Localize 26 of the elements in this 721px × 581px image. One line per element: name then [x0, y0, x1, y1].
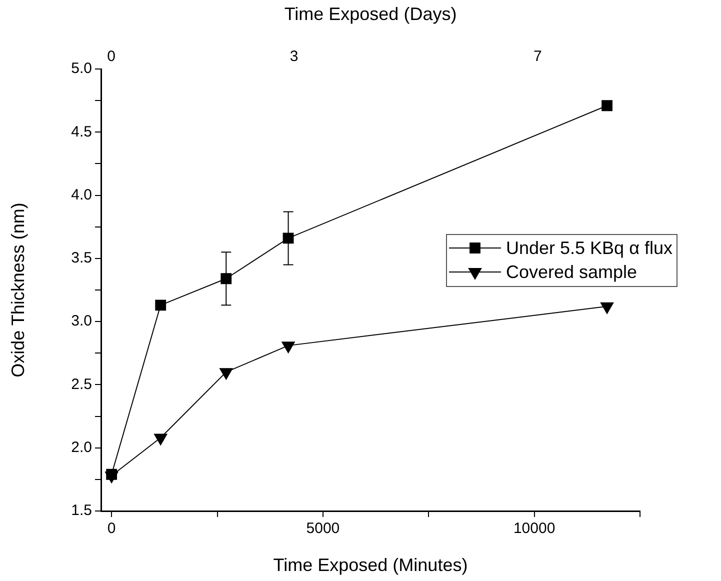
y-tick-label: 5.0 — [71, 60, 92, 78]
y-axis-title: Oxide Thickness (nm) — [8, 202, 28, 378]
y-tick-label: 1.5 — [71, 502, 92, 520]
point — [220, 273, 232, 284]
y-tick-label: 2.0 — [71, 439, 92, 456]
x-axis-title: Time Exposed (Minutes) — [273, 555, 468, 576]
point — [155, 300, 166, 311]
y-tick-label: 4.5 — [71, 123, 92, 140]
x2-axis-title: Time Exposed (Days) — [284, 4, 457, 24]
point — [600, 302, 614, 314]
y-tick-label: 3.5 — [71, 250, 92, 267]
x-tick-label: 5000 — [306, 520, 340, 538]
legend-label: Under 5.5 KBq α flux — [506, 238, 672, 258]
point — [220, 368, 233, 380]
x2-tick-label: 3 — [290, 48, 298, 66]
point — [154, 434, 168, 446]
y-tick-label: 4.0 — [71, 186, 92, 204]
x2-tick-label: 7 — [534, 48, 542, 66]
x-tick-label: 10000 — [513, 520, 556, 538]
point — [602, 100, 612, 112]
y-tick-label: 2.5 — [71, 376, 92, 393]
x2-tick-label: 0 — [107, 48, 116, 66]
y-tick-label: 3.0 — [71, 312, 92, 330]
legend-label: Covered sample — [506, 262, 638, 282]
x-tick-label: 0 — [107, 520, 116, 538]
point — [282, 342, 295, 354]
